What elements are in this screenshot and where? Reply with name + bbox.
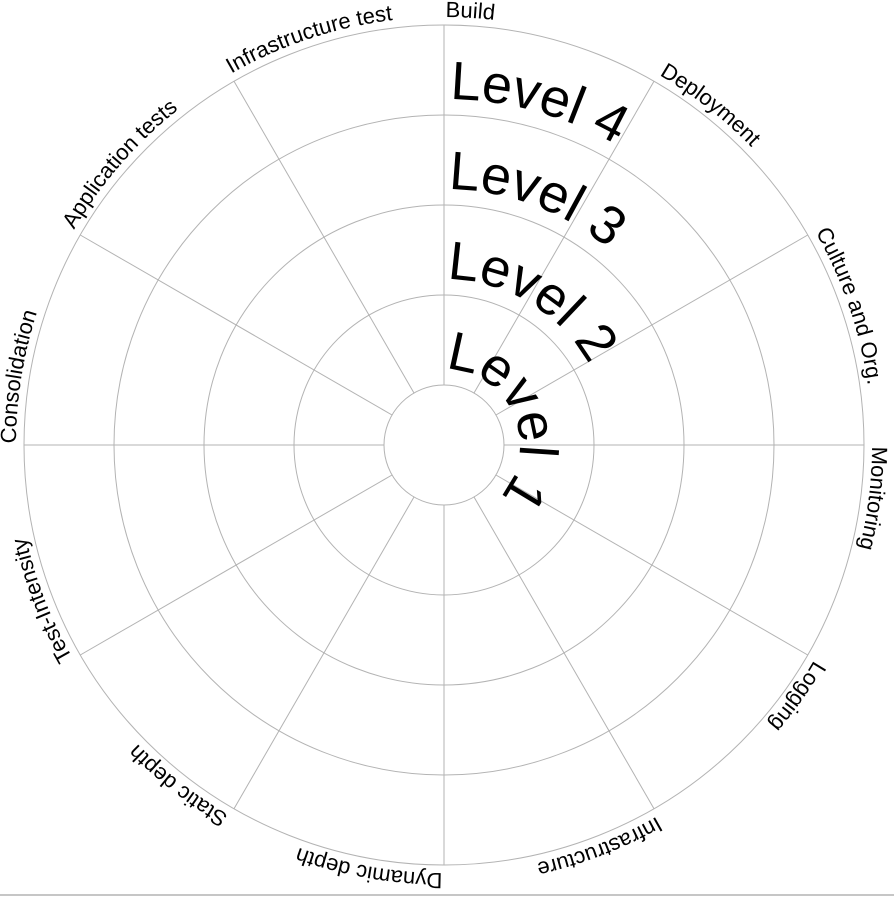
spoke-10 <box>80 234 393 416</box>
dimension-label-2: Culture and Org. <box>811 223 888 387</box>
dimension-label-6: Dynamic depth <box>292 843 443 893</box>
dimension-label-11: Infrastructure test <box>221 0 393 78</box>
spoke-1 <box>473 81 655 394</box>
level-label-1: Level 1 <box>443 321 568 522</box>
dimension-label-5: Infrastructure <box>535 812 667 882</box>
spoke-2 <box>495 234 808 416</box>
dimension-label-10: Application tests <box>57 94 182 233</box>
dimension-label-7: Static depth <box>123 740 231 832</box>
spoke-8 <box>80 474 393 656</box>
spoke-7 <box>233 496 415 809</box>
dimension-label-4: Logging <box>765 658 831 737</box>
dimension-spokes <box>24 25 864 865</box>
spoke-4 <box>495 474 808 656</box>
dimension-label-9: Consolidation <box>0 306 42 443</box>
dimension-label-8: Test-Intensity <box>7 536 77 667</box>
level-ring-0 <box>383 384 505 506</box>
level-label-4: Level 4 <box>449 51 638 155</box>
spoke-5 <box>473 496 655 809</box>
dimension-label-0: Build <box>445 0 496 25</box>
spoke-11 <box>233 81 415 394</box>
dimension-label-1: Deployment <box>657 58 766 151</box>
